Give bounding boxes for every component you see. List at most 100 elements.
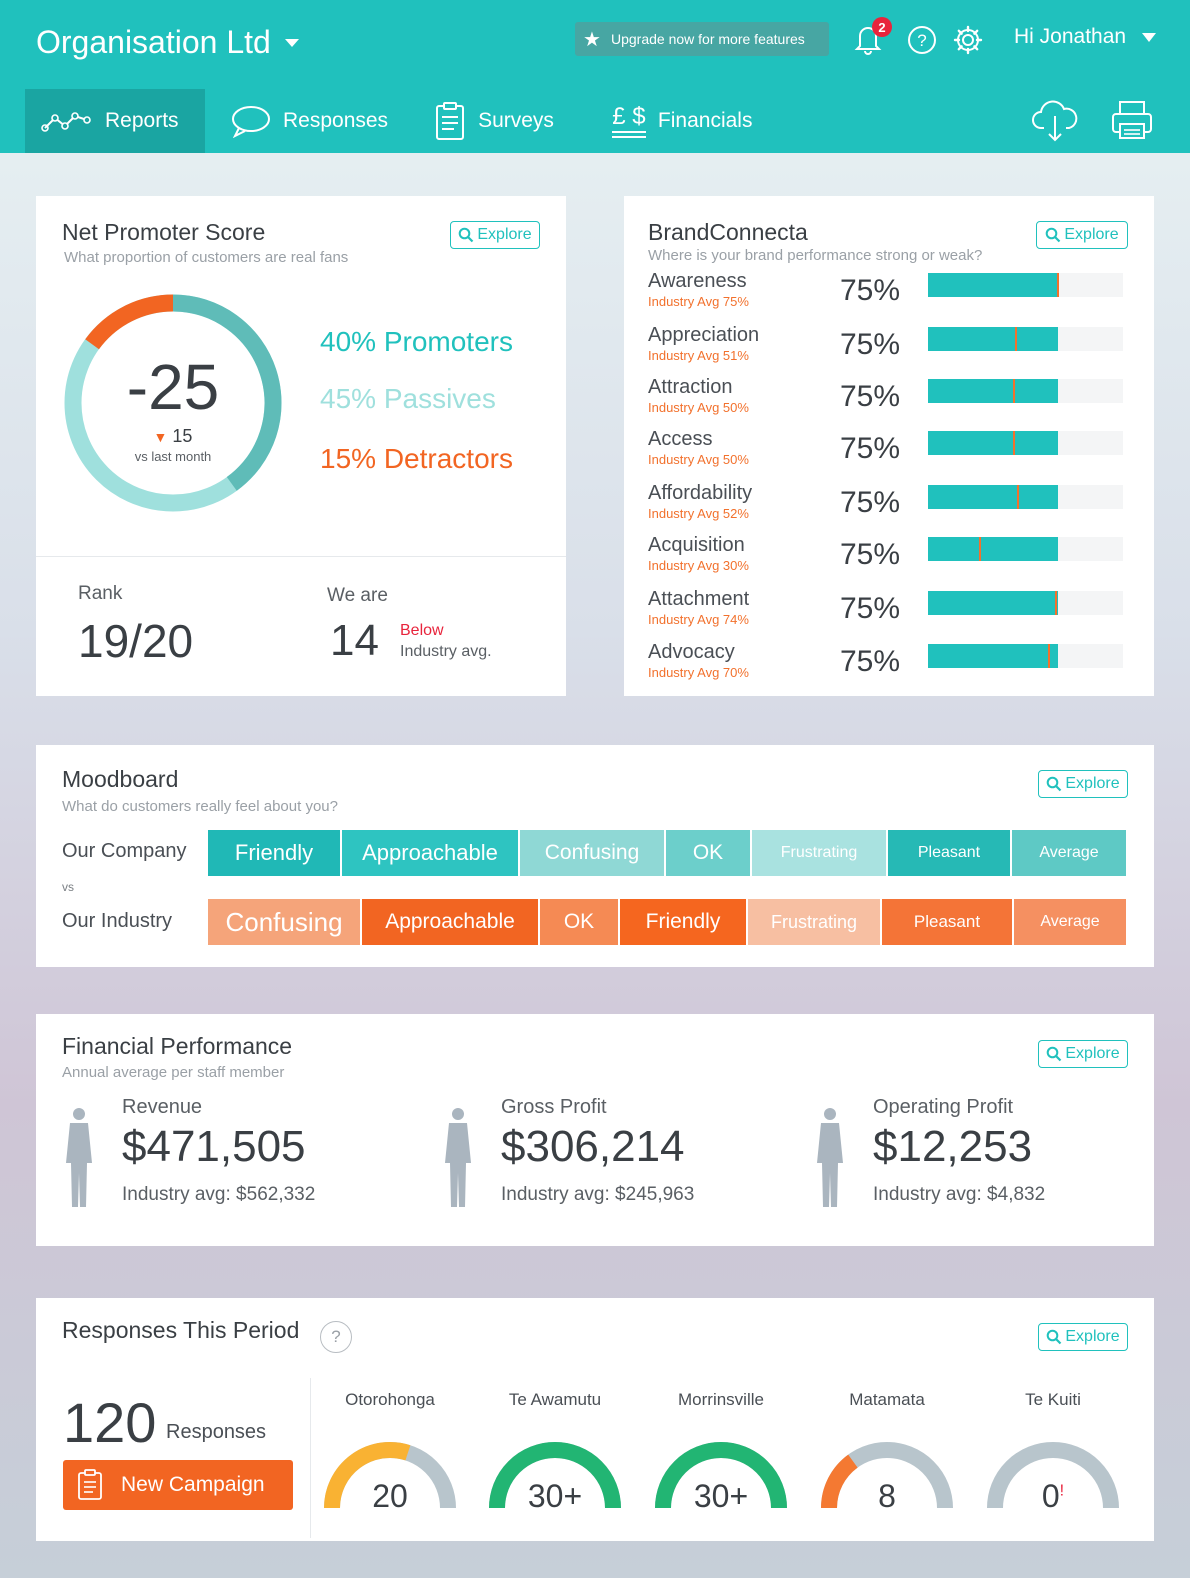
nav-item-label: Responses: [283, 109, 389, 132]
mood-word-pleasant[interactable]: Pleasant: [888, 830, 1012, 876]
divider: [36, 556, 566, 557]
nav-item-label: Reports: [105, 109, 179, 132]
gauge-value: 8: [812, 1478, 962, 1515]
user-menu[interactable]: Hi Jonathan: [1014, 25, 1157, 49]
industry-avg-marker: [1013, 431, 1015, 455]
brand-industry-avg: Industry Avg 70%: [648, 665, 749, 680]
industry-avg-marker: [1055, 591, 1057, 615]
printer-icon[interactable]: [1110, 96, 1154, 146]
mood-word-confusing[interactable]: Confusing: [208, 899, 362, 945]
brand-bar-fill: [928, 273, 1058, 297]
mood-word-average[interactable]: Average: [1012, 830, 1128, 876]
mood-word-approachable[interactable]: Approachable: [342, 830, 520, 876]
brand-attribute-name: Attraction: [648, 376, 733, 398]
mood-word-frustrating[interactable]: Frustrating: [752, 830, 888, 876]
notification-badge: 2: [872, 17, 892, 37]
brand-score: 75%: [840, 274, 901, 307]
cloud-download-icon[interactable]: [1032, 96, 1078, 146]
brand-industry-avg: Industry Avg 52%: [648, 506, 749, 521]
gauge-arc: [489, 1442, 621, 1509]
our-industry-label: Our Industry: [62, 910, 173, 932]
brand-row-advocacy: Advocacy Industry Avg 70% 75%: [648, 641, 1128, 691]
explore-button[interactable]: Explore: [1038, 770, 1128, 798]
help-icon[interactable]: ?: [320, 1321, 352, 1353]
down-triangle-icon: ▼: [153, 429, 168, 445]
gauge-value: 30+: [646, 1478, 796, 1515]
brand-bar-fill: [928, 327, 1058, 351]
brand-industry-avg: Industry Avg 30%: [648, 558, 749, 573]
fin-value: $12,253: [873, 1122, 1033, 1171]
brand-score: 75%: [840, 432, 901, 465]
mood-word-pleasant[interactable]: Pleasant: [882, 899, 1014, 945]
currency-icon: £ $: [611, 104, 646, 138]
mood-word-ok[interactable]: OK: [540, 899, 620, 945]
brand-row-attachment: Attachment Industry Avg 74% 75%: [648, 588, 1128, 638]
mood-word-friendly[interactable]: Friendly: [620, 899, 748, 945]
brand-bar-track: [928, 485, 1123, 509]
upgrade-button[interactable]: ★ Upgrade now for more features: [575, 22, 829, 56]
gauge-value-text: 30+: [527, 1478, 583, 1514]
nps-promoters-arc: [172, 294, 282, 491]
mood-word-average[interactable]: Average: [1014, 899, 1128, 945]
financial-card: [36, 1014, 1154, 1246]
gauge-value-text: 0: [1041, 1478, 1060, 1514]
gauge-arc: [987, 1442, 1119, 1509]
brand-bar-fill: [928, 379, 1058, 403]
brand-score: 75%: [840, 380, 901, 413]
mood-word-friendly[interactable]: Friendly: [208, 830, 342, 876]
brand-attribute-name: Access: [648, 428, 713, 450]
clipboard-icon: [78, 1469, 102, 1500]
nps-subtitle: What proportion of customers are real fa…: [64, 249, 349, 266]
nav-item-reports[interactable]: Reports: [25, 89, 205, 153]
industry-avg-marker: [1017, 485, 1019, 509]
help-icon[interactable]: ?: [906, 22, 938, 58]
new-campaign-button[interactable]: New Campaign: [63, 1460, 293, 1510]
gauge-te-awamutu: Te Awamutu 30+: [480, 1390, 630, 1520]
mood-word-ok[interactable]: OK: [666, 830, 752, 876]
gauge-arc: [324, 1441, 456, 1509]
nav-item-responses[interactable]: Responses: [213, 89, 404, 153]
brand-bar-track: [928, 273, 1123, 297]
financial-subtitle: Annual average per staff member: [62, 1064, 285, 1081]
brand-row-appreciation: Appreciation Industry Avg 51% 75%: [648, 324, 1128, 374]
nps-score: -25: [126, 351, 220, 423]
explore-button[interactable]: Explore: [1038, 1323, 1128, 1351]
industry-avg-label: Industry avg.: [400, 643, 492, 660]
gauge-value-text: 20: [372, 1478, 408, 1514]
brand-attribute-name: Affordability: [648, 482, 753, 504]
organisation-selector[interactable]: Organisation Ltd: [36, 24, 299, 61]
brand-bar-track: [928, 431, 1123, 455]
nav-item-financials[interactable]: £ $ Financials: [596, 89, 769, 153]
brand-industry-avg: Industry Avg 75%: [648, 294, 749, 309]
below-label: Below: [400, 622, 444, 639]
brand-bar-fill: [928, 431, 1058, 455]
explore-label: Explore: [1064, 226, 1119, 243]
gauge-location-name: Te Kuiti: [1025, 1390, 1081, 1409]
we-are-value: 14: [330, 616, 379, 665]
new-campaign-label: New Campaign: [121, 1473, 265, 1496]
mood-word-confusing[interactable]: Confusing: [520, 830, 666, 876]
gauge-location-name: Te Awamutu: [508, 1390, 602, 1409]
fin-industry-avg: Industry avg: $562,332: [122, 1184, 316, 1205]
person-icon: [817, 1108, 843, 1207]
explore-button[interactable]: Explore: [1036, 221, 1128, 249]
explore-button[interactable]: Explore: [1038, 1040, 1128, 1068]
responses-count: 120: [63, 1391, 157, 1454]
explore-label: Explore: [1065, 775, 1120, 792]
mood-word-frustrating[interactable]: Frustrating: [748, 899, 882, 945]
brand-industry-avg: Industry Avg 50%: [648, 452, 749, 467]
bell-icon[interactable]: [852, 20, 884, 56]
gauge-fill-arc: [655, 1442, 787, 1509]
upgrade-label: Upgrade now for more features: [611, 31, 805, 47]
gear-icon[interactable]: [952, 22, 984, 58]
brand-row-awareness: Awareness Industry Avg 75% 75%: [648, 270, 1128, 320]
gauge-value-text: 8: [878, 1478, 896, 1514]
brand-score: 75%: [840, 486, 901, 519]
brand-row-access: Access Industry Avg 50% 75%: [648, 428, 1128, 478]
explore-button[interactable]: Explore: [450, 221, 540, 249]
brand-attribute-name: Advocacy: [648, 641, 735, 663]
industry-avg-marker: [1013, 379, 1015, 403]
mood-word-approachable[interactable]: Approachable: [362, 899, 540, 945]
nav-item-surveys[interactable]: Surveys: [418, 89, 570, 153]
brand-row-acquisition: Acquisition Industry Avg 30% 75%: [648, 534, 1128, 584]
